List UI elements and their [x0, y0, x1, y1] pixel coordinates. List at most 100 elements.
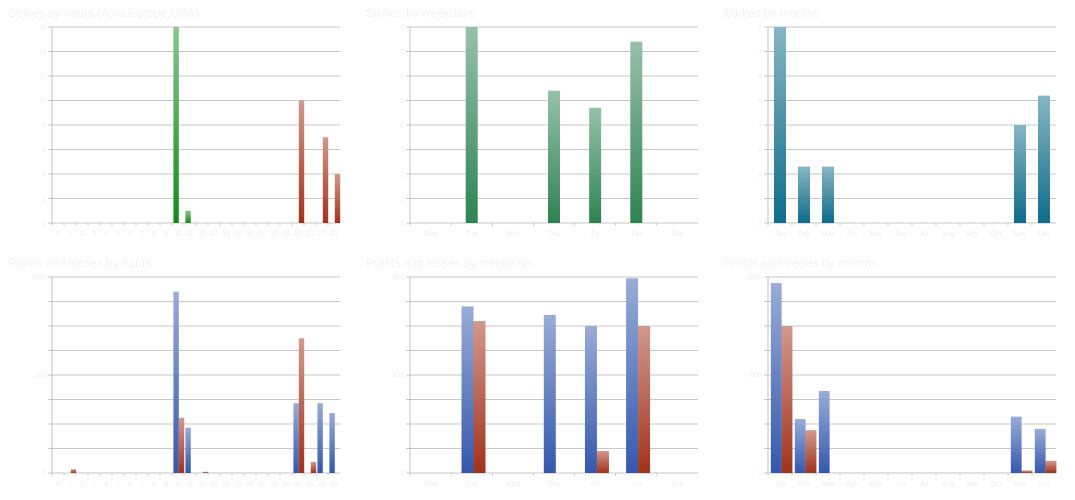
- x-tick-label: 8: [152, 231, 156, 238]
- x-tick-label: Oct: [991, 231, 1002, 238]
- chart-title: Strikes by hours (Asia,Europe,USA): [8, 6, 199, 20]
- bar: [548, 90, 560, 223]
- x-tick-label: 12: [198, 231, 206, 238]
- y-tick-label: 5: [400, 98, 404, 105]
- y-tick-label: 1600: [746, 275, 762, 282]
- x-tick-label: 11: [186, 481, 193, 488]
- y-tick-label: 4: [42, 172, 46, 179]
- x-tick-label: 14: [222, 481, 230, 488]
- x-tick-label: Nov: [1014, 231, 1027, 238]
- x-tick-label: 0: [56, 231, 60, 238]
- x-tick-label: Sun: [671, 481, 684, 488]
- chart-profits-losses-by-hours: Profits and losses by hours 0 800 1600 0 1 2 3…: [0, 250, 345, 500]
- bar: [173, 291, 179, 473]
- chart-svg: 0 1 2 3 4 5 6 7 8 Mon Tue Wed Thu Fri Sat Sun: [400, 25, 698, 238]
- y-tick-label: 0: [758, 471, 762, 478]
- y-tick-label: 0: [400, 471, 404, 478]
- x-tick-label: 6: [128, 481, 132, 488]
- x-tick-label: Dec: [1038, 481, 1051, 488]
- x-tick-label: Sat: [631, 231, 642, 238]
- x-tick-label: 19: [282, 231, 290, 238]
- x-tick-label: Nov: [1014, 481, 1027, 488]
- bar: [584, 326, 597, 473]
- x-tick-label: 13: [210, 481, 218, 488]
- bar: [70, 469, 77, 473]
- chart-title: Profits and losses by hours: [8, 256, 153, 270]
- chart-title: Strikes by weekdays: [366, 6, 476, 20]
- x-tick-label: 20: [294, 231, 302, 238]
- x-tick-label: Jun: [894, 231, 905, 238]
- x-tick-label: Jul: [920, 231, 929, 238]
- x-tick-label: Aug: [942, 231, 955, 238]
- chart-title: Profits and losses by months: [724, 256, 878, 270]
- chart-strikes-by-weekdays: Strikes by weekdays 0 1 2 3 4 5 6 7 8 Mon Tue Wed Th…: [358, 0, 703, 250]
- x-tick-label: 4: [104, 231, 108, 238]
- bar: [543, 314, 556, 473]
- chart-strikes-by-months: Strikes by months 0 1 2 3 4 5 6 7 8 Jan Feb Mar Apr M…: [716, 0, 1061, 250]
- bar: [322, 137, 329, 223]
- bar: [818, 390, 830, 473]
- y-tick-label: 2: [400, 172, 404, 179]
- x-tick-label: May: [869, 481, 883, 488]
- chart-svg: 0 400 800 Mon Tue Wed Thu Fri Sat Sun: [392, 275, 698, 488]
- x-tick-label: Aug: [942, 481, 955, 488]
- y-tick-label: 8: [400, 25, 404, 32]
- x-tick-label: 15: [234, 231, 242, 238]
- x-tick-label: 5: [116, 481, 120, 488]
- x-tick-label: Mar: [822, 231, 835, 238]
- x-tick-label: Jul: [920, 481, 929, 488]
- bar: [293, 403, 299, 473]
- x-tick-label: Apr: [847, 481, 859, 488]
- x-tick-label: 16: [246, 481, 254, 488]
- x-tick-label: 23: [330, 231, 338, 238]
- y-tick-label: 3: [758, 147, 762, 154]
- x-tick-label: Jun: [894, 481, 905, 488]
- x-tick-label: 8: [152, 481, 156, 488]
- x-tick-label: Apr: [847, 231, 859, 238]
- x-tick-label: 7: [140, 481, 144, 488]
- x-tick-label: Jan: [774, 231, 785, 238]
- x-tick-label: 17: [258, 481, 266, 488]
- x-tick-label: 3: [92, 481, 96, 488]
- y-tick-label: 8: [758, 25, 762, 32]
- y-tick-label: 0: [758, 221, 762, 228]
- y-tick-label: 2: [758, 172, 762, 179]
- x-tick-label: 6: [128, 231, 132, 238]
- x-tick-label: 21: [306, 481, 314, 488]
- bar: [1034, 428, 1046, 473]
- x-tick-label: 15: [234, 481, 242, 488]
- bar: [178, 417, 185, 473]
- chart-svg: 0 1 2 3 4 5 6 7 8 Jan Feb Mar Apr May Jun Jul Aug Sep Oct N…: [758, 25, 1056, 238]
- y-tick-label: 10: [38, 98, 46, 105]
- x-tick-label: 1: [68, 231, 72, 238]
- x-tick-label: Sat: [631, 481, 642, 488]
- y-tick-label: 0: [42, 471, 46, 478]
- x-tick-label: 9: [164, 231, 168, 238]
- bar: [1021, 470, 1033, 473]
- x-tick-label: Thu: [548, 481, 560, 488]
- bar: [1014, 125, 1026, 223]
- y-tick-label: 7: [400, 49, 404, 56]
- y-tick-label: 3: [400, 147, 404, 154]
- y-tick-label: 800: [34, 373, 46, 380]
- y-tick-label: 1: [758, 196, 762, 203]
- x-tick-label: 23: [330, 481, 338, 488]
- x-tick-label: 13: [210, 231, 218, 238]
- bar: [1045, 460, 1057, 473]
- x-tick-label: Thu: [548, 231, 560, 238]
- x-tick-label: 22: [318, 481, 326, 488]
- x-tick-label: 22: [318, 231, 326, 238]
- x-tick-label: May: [869, 231, 883, 238]
- chart-profits-losses-by-weekdays: Profits and losses by weekdays 0 400 800 Mo…: [358, 250, 703, 500]
- x-tick-label: 17: [258, 231, 266, 238]
- x-tick-label: Wed: [506, 481, 520, 488]
- y-tick-label: 0: [42, 221, 46, 228]
- x-tick-label: 19: [282, 481, 290, 488]
- chart-svg: 0 800 1600 Jan Feb Mar Apr May Jun Jul Aug Sep Oct No…: [746, 275, 1057, 488]
- chart-strikes-by-hours: Strikes by hours (Asia,Europe,USA) 0 2 4 6 8…: [0, 0, 345, 250]
- y-tick-label: 6: [400, 74, 404, 81]
- bar: [798, 166, 810, 223]
- x-tick-label: 1: [68, 481, 72, 488]
- x-tick-label: Feb: [798, 481, 810, 488]
